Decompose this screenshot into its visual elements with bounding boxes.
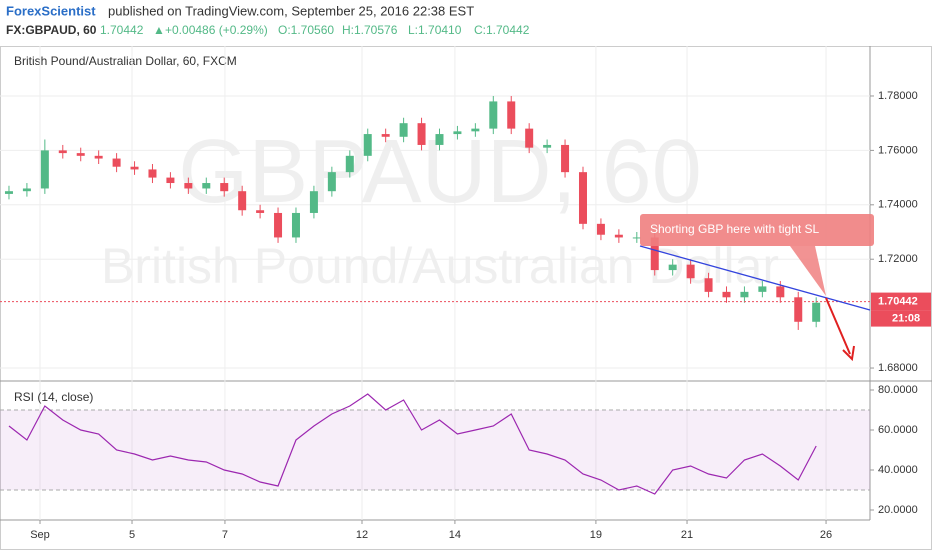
candle-body (561, 144, 570, 173)
trend-line (639, 245, 871, 311)
last-price-box (871, 292, 931, 311)
ohlc: L:1.70410 (408, 23, 462, 37)
candle-body (399, 123, 408, 137)
candle-body (453, 131, 462, 135)
candle-body (112, 158, 121, 167)
candle-body (543, 144, 552, 148)
candle-body (94, 155, 103, 159)
candle-body (417, 123, 426, 145)
symbol: FX:GBPAUD, 60 (6, 23, 97, 37)
y-tick-label: 40.0000 (878, 464, 918, 476)
arrow-head (842, 345, 855, 362)
y-tick-label: 1.68000 (878, 362, 918, 374)
candle-body (435, 134, 444, 145)
countdown-box (871, 310, 931, 327)
candle-body (794, 297, 803, 322)
candle-body (740, 291, 749, 298)
candle-body (381, 134, 390, 137)
candle-body (58, 150, 67, 154)
candle-body (309, 191, 318, 213)
rsi-title: RSI (14, close) (14, 390, 93, 404)
last-price-label: 1.70442 (878, 296, 918, 308)
rsi-band (0, 410, 870, 490)
candle-body (704, 278, 713, 292)
candle-body (776, 286, 785, 298)
arrow (825, 297, 851, 355)
candle-body (345, 155, 354, 173)
y-tick-label: 1.78000 (878, 90, 918, 102)
annotation-pointer (790, 246, 826, 296)
candle-body (596, 223, 605, 235)
candle-body (507, 101, 516, 129)
y-tick-label: 80.0000 (878, 384, 918, 396)
y-tick-label: 60.0000 (878, 424, 918, 436)
candle-body (471, 128, 480, 132)
author[interactable]: ForexScientist (6, 3, 96, 18)
x-tick-label: 26 (820, 529, 832, 541)
candle-body (632, 237, 641, 239)
x-tick-label: 21 (681, 529, 693, 541)
candle-body (22, 188, 31, 192)
candle-body (40, 150, 49, 189)
candle-body (668, 264, 677, 271)
change: +0.00486 (+0.29%) (165, 23, 268, 37)
candle-body (722, 291, 731, 298)
candle-body (578, 172, 587, 224)
candle-body (76, 153, 85, 156)
x-tick-label: 14 (449, 529, 461, 541)
ohlc: O:1.70560 (278, 23, 334, 37)
candle-body (525, 128, 534, 148)
candle-body (489, 101, 498, 129)
published: published on TradingView.com, September … (108, 3, 474, 18)
price: 1.70442 (100, 23, 144, 37)
annotation: Shorting GBP here with tight SL (650, 222, 820, 236)
ohlc: C:1.70442 (474, 23, 530, 37)
candle-body (184, 183, 193, 189)
candle-body (650, 237, 659, 271)
candle-body (256, 210, 265, 213)
candle-body (686, 264, 695, 279)
pane-title: British Pound/Australian Dollar, 60, FXC… (14, 54, 237, 68)
ohlc: H:1.70576 (342, 23, 398, 37)
candle-body (166, 177, 175, 184)
candle-body (758, 286, 767, 292)
countdown: 21:08 (892, 313, 920, 325)
x-tick-label: Sep (30, 529, 50, 541)
y-tick-label: 20.0000 (878, 504, 918, 516)
y-tick-label: 1.72000 (878, 253, 918, 265)
x-tick-label: 5 (129, 529, 135, 541)
annotation-box (640, 214, 874, 246)
arrow: ▲ (153, 23, 165, 37)
candle-body (4, 191, 13, 194)
candle-body (148, 169, 157, 178)
x-tick-label: 7 (222, 529, 228, 541)
watermark: British Pound/Australian Dollar (101, 238, 779, 294)
candle-body (238, 191, 247, 211)
candle-body (202, 183, 211, 189)
candle-body (291, 212, 300, 238)
candle-body (812, 302, 821, 322)
candle-body (327, 172, 336, 192)
candle-body (130, 166, 139, 170)
candle-body (614, 234, 623, 238)
candle-body (363, 134, 372, 156)
y-tick-label: 1.76000 (878, 144, 918, 156)
x-tick-label: 19 (590, 529, 602, 541)
candle-body (274, 212, 283, 238)
rsi-line (8, 393, 817, 495)
y-tick-label: 1.74000 (878, 199, 918, 211)
candle-body (220, 183, 229, 192)
x-tick-label: 12 (356, 529, 368, 541)
